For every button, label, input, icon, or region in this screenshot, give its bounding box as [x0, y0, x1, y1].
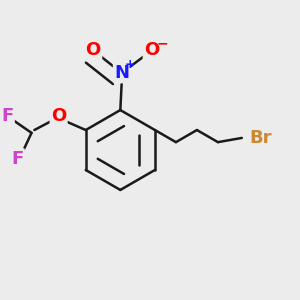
- Text: O: O: [85, 41, 101, 59]
- Text: −: −: [157, 36, 168, 50]
- Text: O: O: [51, 107, 66, 125]
- Text: F: F: [11, 150, 23, 168]
- Text: +: +: [124, 58, 135, 71]
- Text: Br: Br: [249, 129, 272, 147]
- Text: O: O: [144, 41, 159, 59]
- Text: N: N: [114, 64, 129, 82]
- Text: F: F: [1, 107, 13, 125]
